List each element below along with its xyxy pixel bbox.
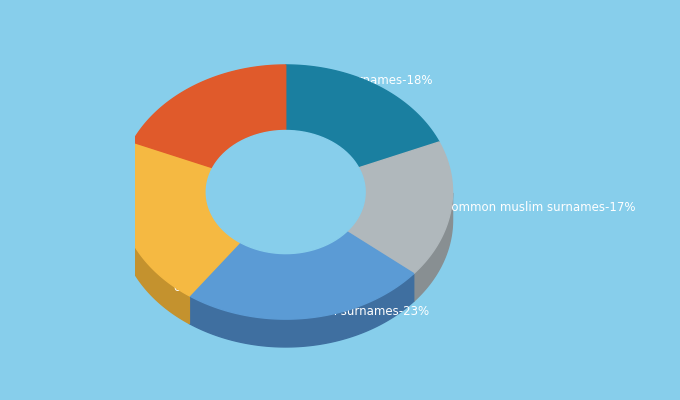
Text: muslim last names-18%: muslim last names-18% [175,146,317,159]
Polygon shape [133,65,286,168]
Polygon shape [206,130,365,254]
Polygon shape [347,192,365,259]
Polygon shape [413,193,453,301]
Polygon shape [190,232,413,319]
Text: common muslim surnames-17%: common muslim surnames-17% [445,202,635,214]
Polygon shape [119,193,190,324]
Polygon shape [119,142,240,296]
Polygon shape [206,192,240,270]
Text: caribbean last names-21%: caribbean last names-21% [175,281,333,294]
Polygon shape [286,65,439,168]
Text: caribbean surnames-23%: caribbean surnames-23% [277,305,429,318]
Polygon shape [190,274,413,347]
Text: muslim surnames-18%: muslim surnames-18% [297,74,433,87]
Polygon shape [240,232,347,282]
Polygon shape [347,142,453,274]
